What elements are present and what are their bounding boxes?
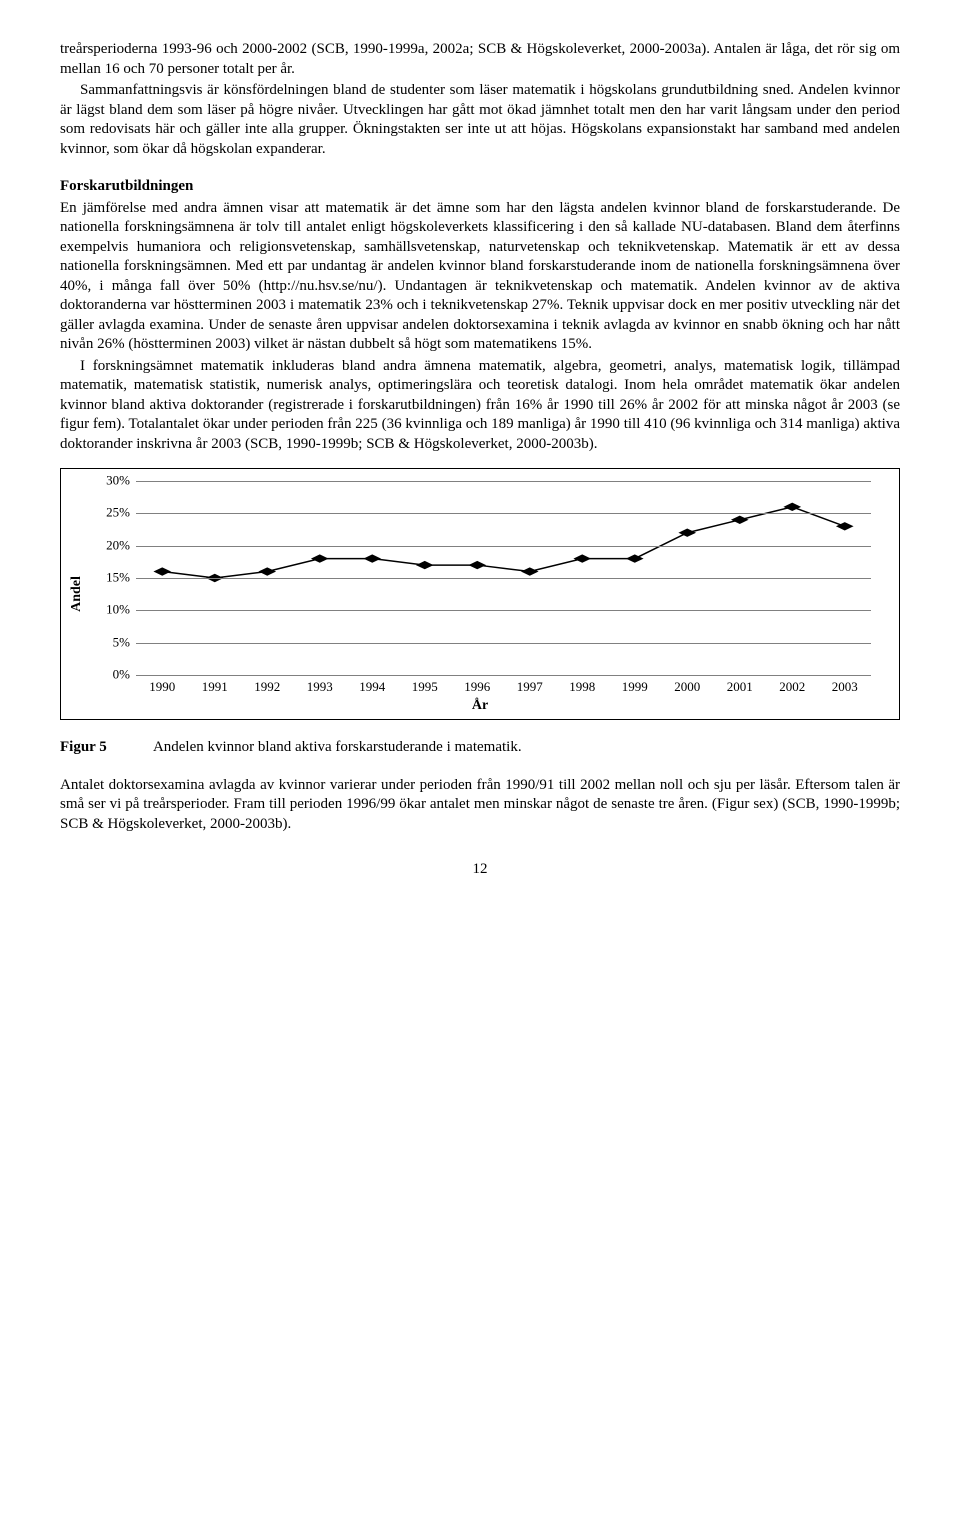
chart-xtick-label: 1999 bbox=[622, 679, 648, 696]
chart-xtick-label: 2000 bbox=[674, 679, 700, 696]
chart-xtick-label: 2003 bbox=[832, 679, 858, 696]
chart-xtick-label: 1997 bbox=[517, 679, 543, 696]
chart-xtick-label: 2002 bbox=[779, 679, 805, 696]
page-number: 12 bbox=[60, 860, 900, 880]
chart-xtick-label: 1993 bbox=[307, 679, 333, 696]
chart-gridline bbox=[136, 675, 871, 676]
paragraph-after-figure: Antalet doktorsexamina avlagda av kvinno… bbox=[60, 776, 900, 835]
paragraph-forskar-1: En jämförelse med andra ämnen visar att … bbox=[60, 199, 900, 355]
chart-xtick-label: 2001 bbox=[727, 679, 753, 696]
chart-ytick-label: 25% bbox=[106, 505, 130, 522]
chart-ytick-label: 10% bbox=[106, 602, 130, 619]
chart-ytick-label: 0% bbox=[113, 667, 130, 684]
figure-5-caption: Andelen kvinnor bland aktiva forskarstud… bbox=[153, 739, 522, 755]
chart-ytick-label: 20% bbox=[106, 537, 130, 554]
section-title-forskar: Forskarutbildningen bbox=[60, 177, 900, 197]
chart-xtick-label: 1994 bbox=[359, 679, 385, 696]
chart-ytick-label: 5% bbox=[113, 634, 130, 651]
chart-plot-area: 0%5%10%15%20%25%30%199019911992199319941… bbox=[136, 481, 871, 675]
chart-ytick-label: 30% bbox=[106, 473, 130, 490]
chart-gridline bbox=[136, 578, 871, 579]
chart-gridline bbox=[136, 481, 871, 482]
chart-xtick-label: 1992 bbox=[254, 679, 280, 696]
figure-5-chart: Andel 0%5%10%15%20%25%30%199019911992199… bbox=[60, 468, 900, 720]
chart-xtick-label: 1990 bbox=[149, 679, 175, 696]
chart-gridline bbox=[136, 513, 871, 514]
chart-gridline bbox=[136, 546, 871, 547]
chart-xlabel: År bbox=[472, 697, 488, 715]
paragraph-intro-2: Sammanfattningsvis är könsfördelningen b… bbox=[60, 81, 900, 159]
chart-xtick-label: 1996 bbox=[464, 679, 490, 696]
chart-xtick-label: 1995 bbox=[412, 679, 438, 696]
chart-gridline bbox=[136, 643, 871, 644]
chart-ylabel: Andel bbox=[68, 576, 86, 612]
figure-5-label: Figur 5 bbox=[60, 738, 150, 758]
paragraph-intro-1: treårsperioderna 1993-96 och 2000-2002 (… bbox=[60, 40, 900, 79]
chart-xtick-label: 1998 bbox=[569, 679, 595, 696]
paragraph-forskar-2: I forskningsämnet matematik inkluderas b… bbox=[60, 357, 900, 455]
chart-ytick-label: 15% bbox=[106, 570, 130, 587]
chart-gridline bbox=[136, 610, 871, 611]
chart-xtick-label: 1991 bbox=[202, 679, 228, 696]
